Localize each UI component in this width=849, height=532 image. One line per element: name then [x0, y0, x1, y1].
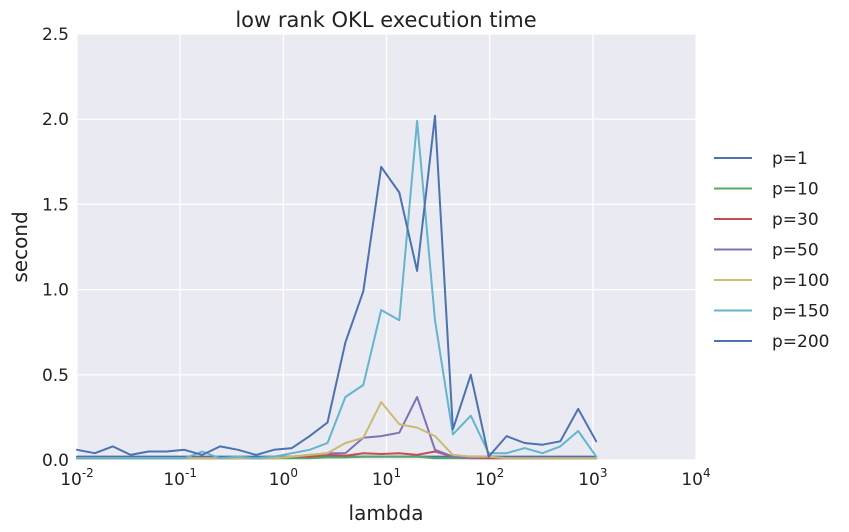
y-tick-label: 1.5 [42, 195, 69, 215]
legend-item: p=200 [714, 332, 829, 352]
x-tick-label: 103 [578, 466, 607, 490]
series-line-6 [76, 119, 598, 460]
legend-label: p=30 [772, 210, 819, 230]
legend-label: p=150 [772, 302, 829, 322]
legend-item: p=30 [714, 210, 819, 230]
series-layer [76, 114, 598, 460]
x-tick-labels: 10-2 10-1 100 101 102 103 104 [60, 466, 710, 490]
x-tick-label: 102 [475, 466, 504, 490]
legend-label: p=50 [772, 241, 819, 261]
x-tick-label: 104 [681, 466, 710, 490]
legend-item: p=1 [714, 149, 808, 169]
y-tick-label: 1.0 [42, 281, 69, 301]
y-axis-label: second [8, 211, 32, 282]
x-tick-label: 100 [269, 466, 298, 490]
y-tick-label: 2.5 [42, 25, 69, 45]
legend-label: p=10 [772, 180, 819, 200]
x-tick-label: 10-2 [60, 466, 94, 490]
legend: p=1 p=10 p=30 p=50 p=100 p=150 p=200 [714, 149, 829, 352]
legend-item: p=100 [714, 271, 829, 291]
series-line-7 [76, 114, 598, 458]
legend-item: p=50 [714, 241, 819, 261]
y-tick-label: 2.0 [42, 110, 69, 130]
y-tick-label: 0.0 [42, 451, 69, 471]
chart-title: low rank OKL execution time [235, 8, 536, 32]
legend-item: p=10 [714, 180, 819, 200]
y-tick-label: 0.5 [42, 366, 69, 386]
legend-label: p=200 [772, 332, 829, 352]
legend-item: p=150 [714, 302, 829, 322]
y-tick-labels: 0.0 0.5 1.0 1.5 2.0 2.5 [42, 25, 69, 471]
x-axis-label: lambda [349, 501, 424, 525]
legend-label: p=1 [772, 149, 808, 169]
x-tick-label: 101 [372, 466, 401, 490]
x-tick-label: 10-1 [163, 466, 197, 490]
legend-label: p=100 [772, 271, 829, 291]
grid-lines [76, 33, 697, 461]
